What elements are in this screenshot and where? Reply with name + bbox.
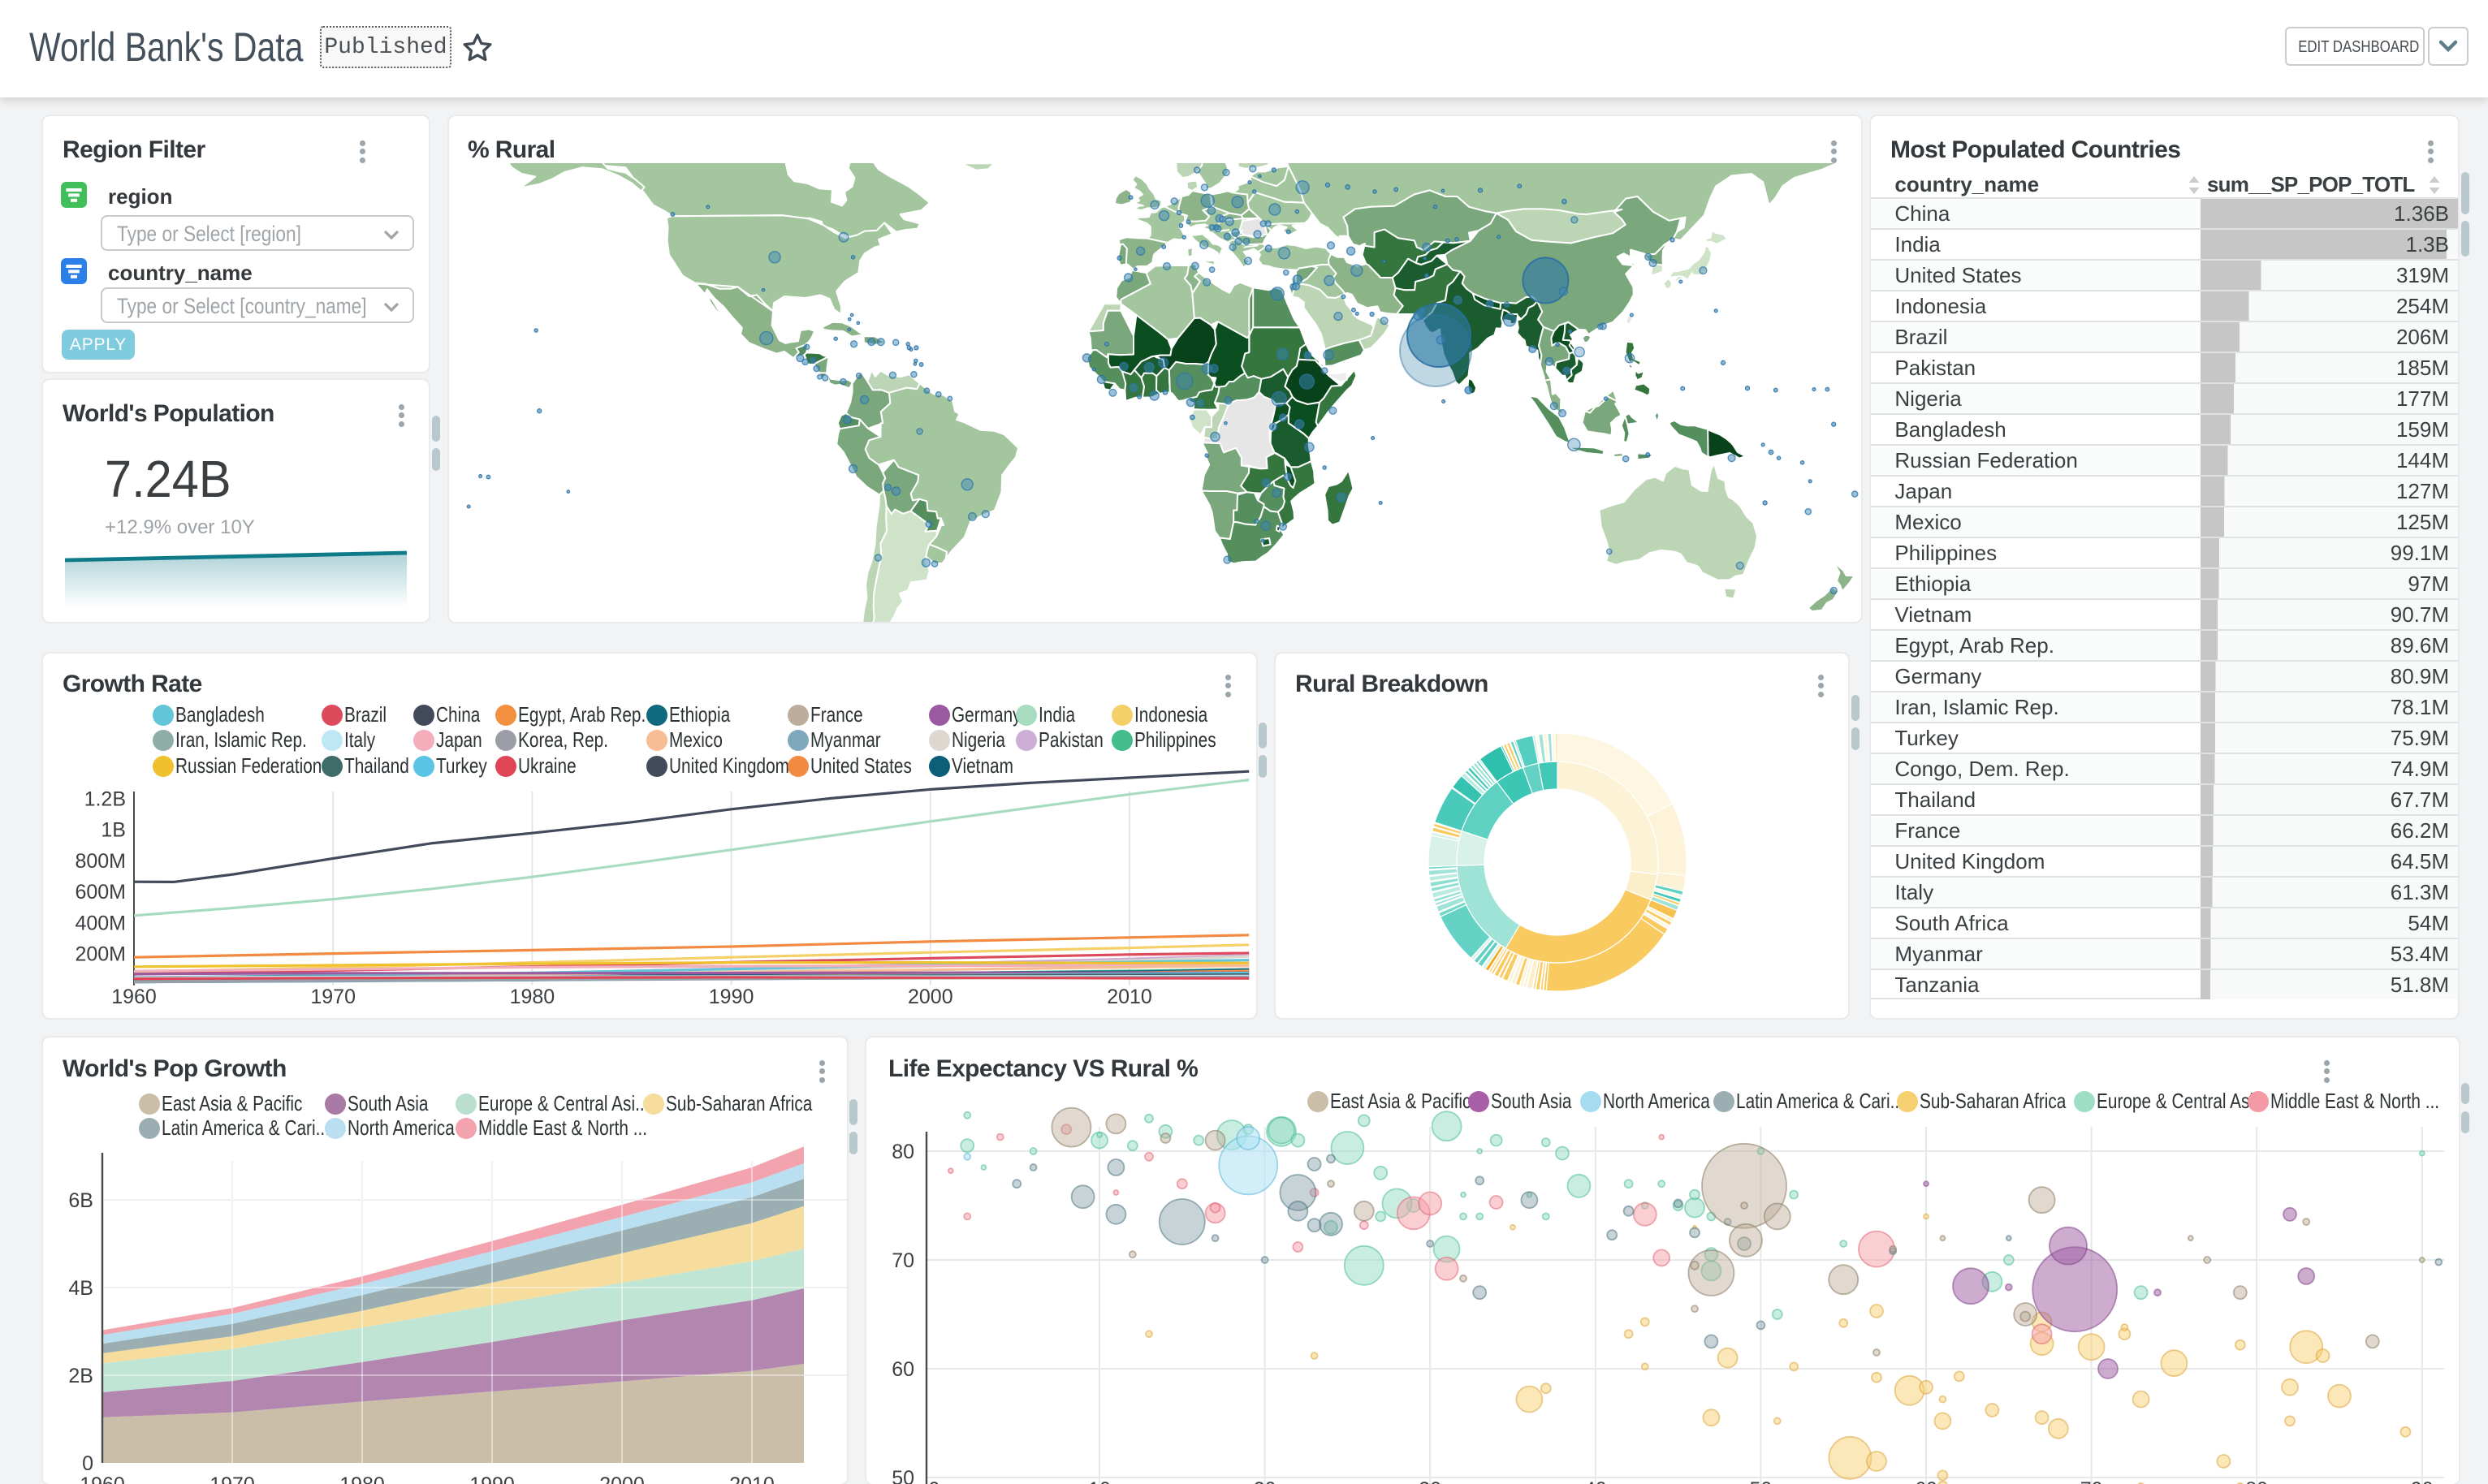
svg-text:30: 30	[1419, 1478, 1441, 1484]
svg-text:800M: 800M	[75, 850, 126, 873]
svg-text:1960: 1960	[80, 1473, 125, 1484]
svg-text:50: 50	[1749, 1478, 1772, 1484]
svg-text:2B: 2B	[68, 1365, 93, 1387]
svg-text:1990: 1990	[709, 986, 754, 1008]
svg-text:80: 80	[2245, 1478, 2268, 1484]
svg-text:60: 60	[892, 1358, 914, 1381]
svg-text:6B: 6B	[68, 1189, 93, 1212]
svg-text:10: 10	[1088, 1478, 1111, 1484]
svg-text:1970: 1970	[310, 986, 356, 1008]
svg-text:1960: 1960	[111, 986, 157, 1008]
svg-text:50: 50	[892, 1467, 914, 1484]
svg-text:0: 0	[82, 1452, 93, 1475]
svg-text:80: 80	[892, 1141, 914, 1163]
svg-text:70: 70	[892, 1249, 914, 1272]
svg-text:400M: 400M	[75, 912, 126, 934]
svg-text:200M: 200M	[75, 943, 126, 966]
svg-text:40: 40	[1584, 1478, 1607, 1484]
svg-text:1990: 1990	[469, 1473, 515, 1484]
svg-text:2000: 2000	[599, 1473, 645, 1484]
svg-text:2000: 2000	[908, 986, 953, 1008]
svg-text:1.2B: 1.2B	[84, 787, 126, 810]
svg-text:1B: 1B	[101, 819, 126, 842]
svg-text:20: 20	[1254, 1478, 1276, 1484]
svg-text:2010: 2010	[729, 1473, 775, 1484]
svg-text:1970: 1970	[209, 1473, 255, 1484]
svg-text:1980: 1980	[339, 1473, 385, 1484]
svg-text:60: 60	[1915, 1478, 1937, 1484]
svg-text:2010: 2010	[1107, 986, 1152, 1008]
svg-text:1980: 1980	[510, 986, 555, 1008]
svg-text:70: 70	[2080, 1478, 2103, 1484]
svg-text:4B: 4B	[68, 1277, 93, 1300]
svg-text:600M: 600M	[75, 881, 126, 904]
svg-text:90: 90	[2411, 1478, 2434, 1484]
svg-text:0: 0	[928, 1478, 939, 1484]
